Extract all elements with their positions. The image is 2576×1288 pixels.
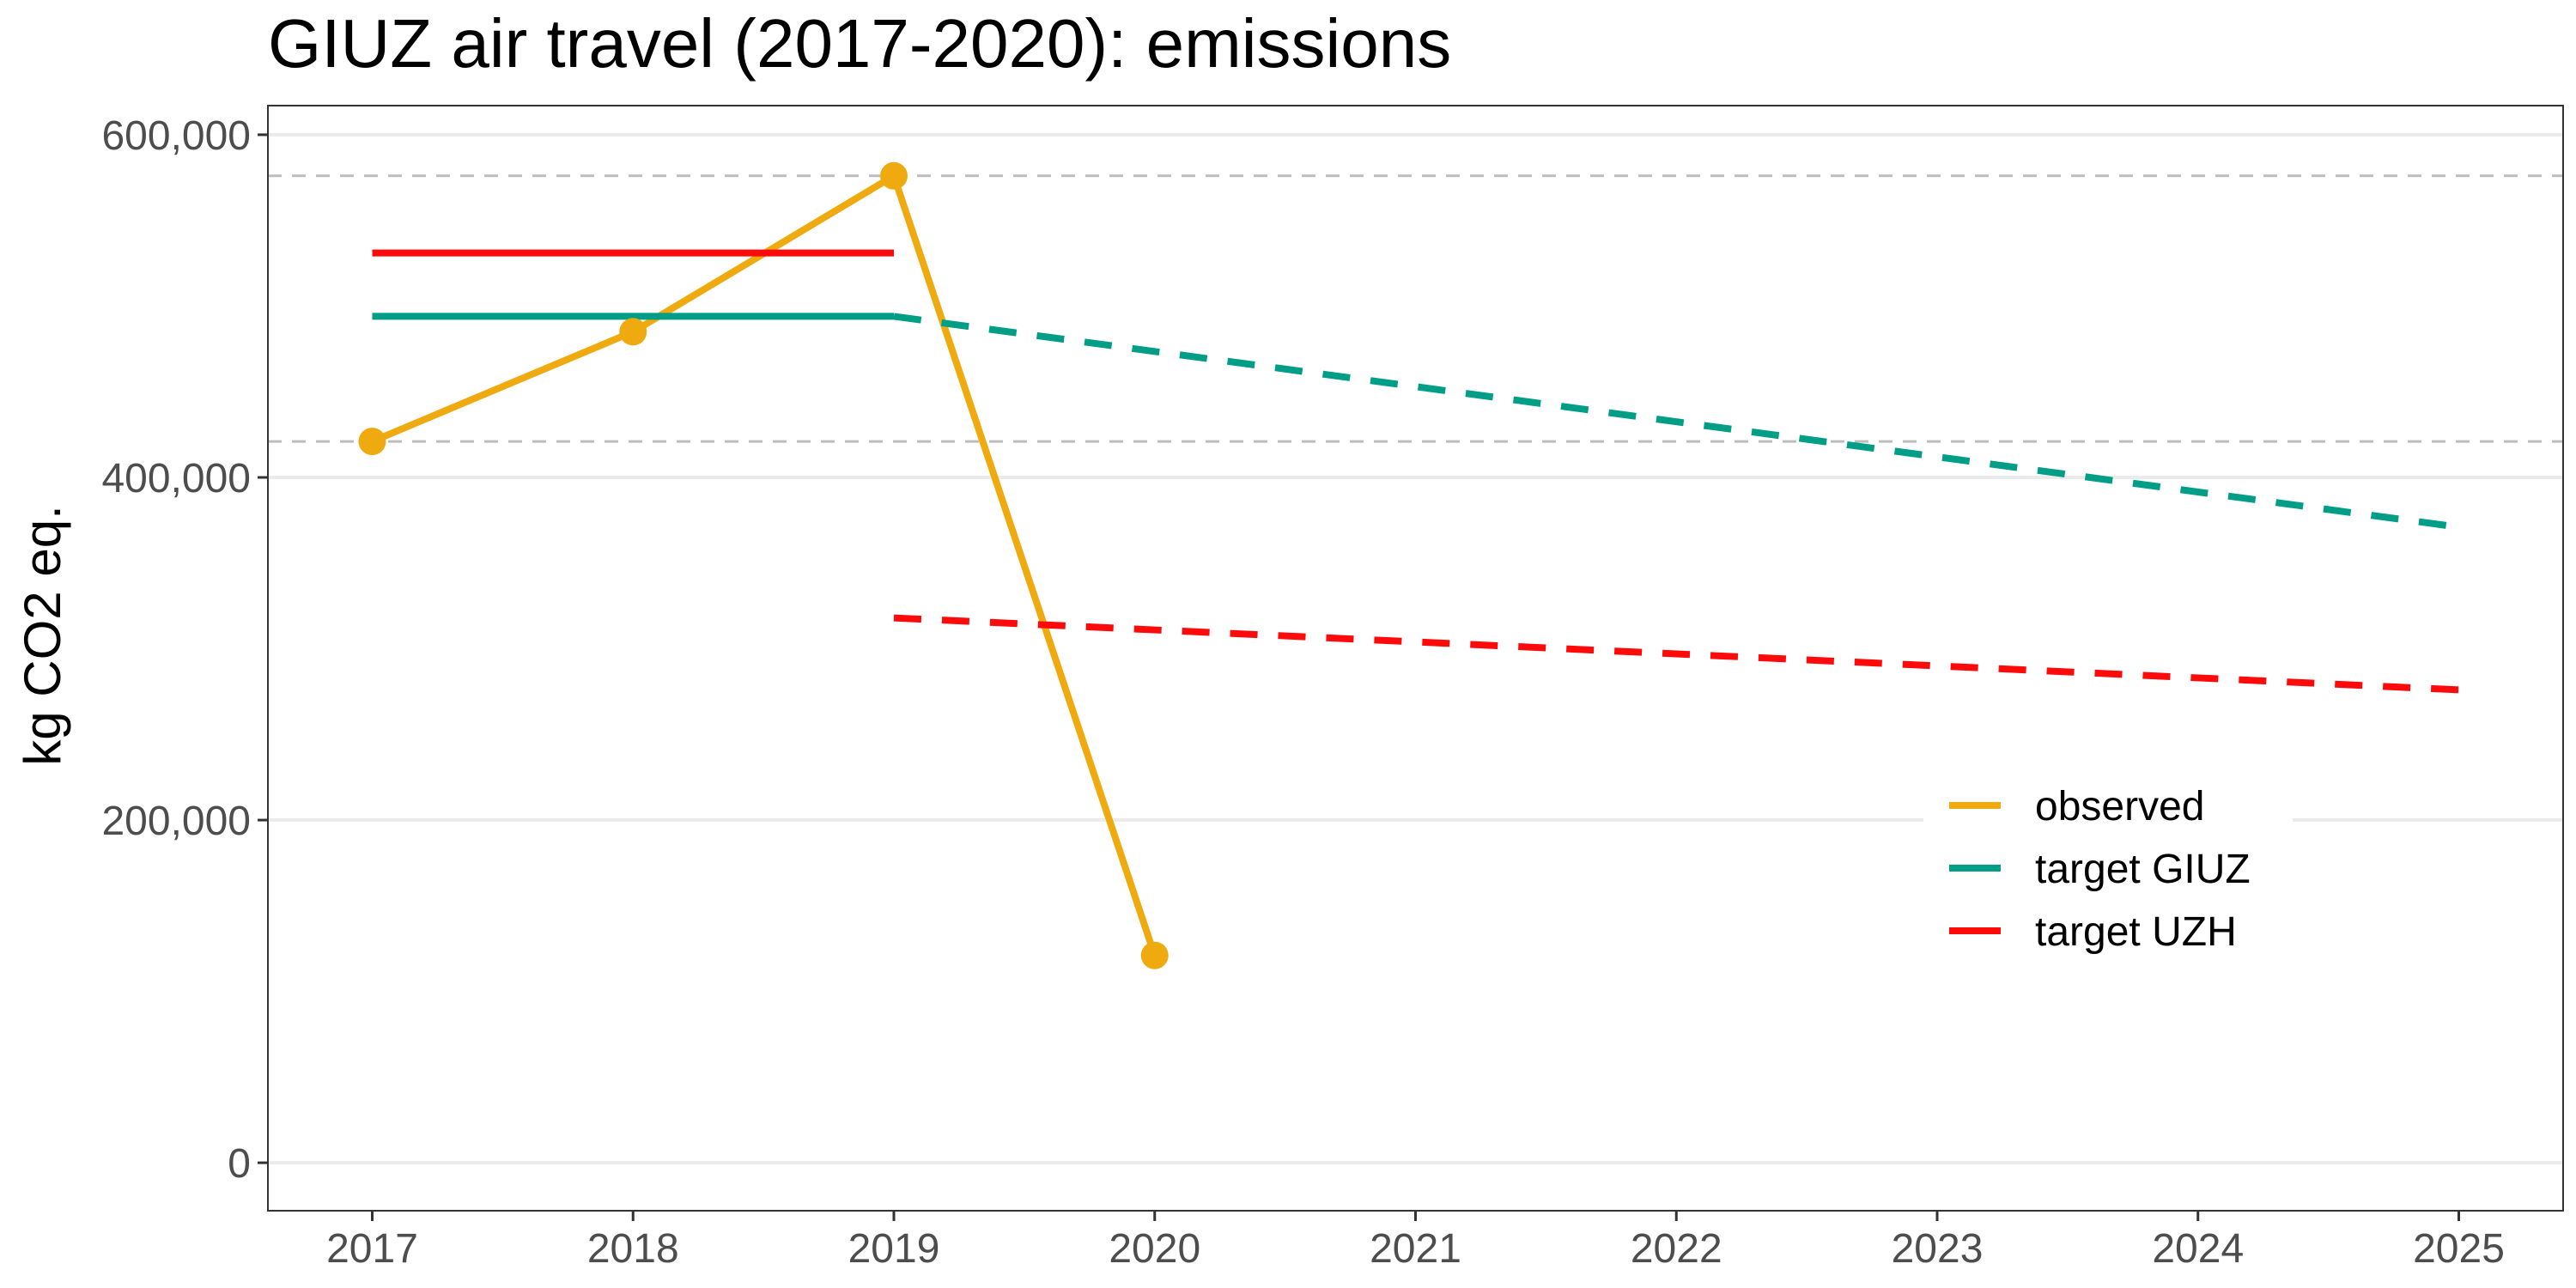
y-tick-label: 0 [228, 1141, 251, 1187]
data-point [880, 161, 908, 190]
series-line-target-giuz-dashed [893, 313, 2460, 531]
legend-label: target UZH [2035, 909, 2237, 955]
x-tick-label: 2018 [587, 1226, 679, 1272]
x-tick-label: 2021 [1370, 1226, 1461, 1272]
legend-label: observed [2035, 784, 2204, 829]
data-point [619, 318, 647, 346]
legend: observed target GIUZ target UZH [1923, 775, 2293, 972]
y-tick-label: 600,000 [101, 113, 251, 159]
x-tick-label: 2022 [1631, 1226, 1722, 1272]
y-axis-label: kg CO2 eq. [14, 505, 71, 766]
plot-area: 0 200,000 400,000 600,000 2017 2018 2019 2020 20… [101, 105, 2564, 1272]
legend-label: target GIUZ [2035, 847, 2251, 892]
chart-title: GIUZ air travel (2017-2020): emissions [268, 5, 1451, 82]
y-tick-label: 200,000 [101, 799, 251, 844]
series-line-target-uzh-dashed [893, 614, 2459, 694]
plot-border [267, 105, 2564, 1212]
series-line-observed-solid [370, 172, 1158, 957]
y-tick-label: 400,000 [101, 456, 251, 501]
x-tick-label: 2017 [326, 1226, 418, 1272]
x-tick-label: 2023 [1892, 1226, 1984, 1272]
x-tick-label: 2019 [848, 1226, 940, 1272]
x-tick-label: 2024 [2152, 1226, 2244, 1272]
x-tick-label: 2020 [1109, 1226, 1200, 1272]
x-tick-label: 2025 [2413, 1226, 2505, 1272]
data-point [358, 428, 386, 456]
data-point [1140, 941, 1169, 969]
